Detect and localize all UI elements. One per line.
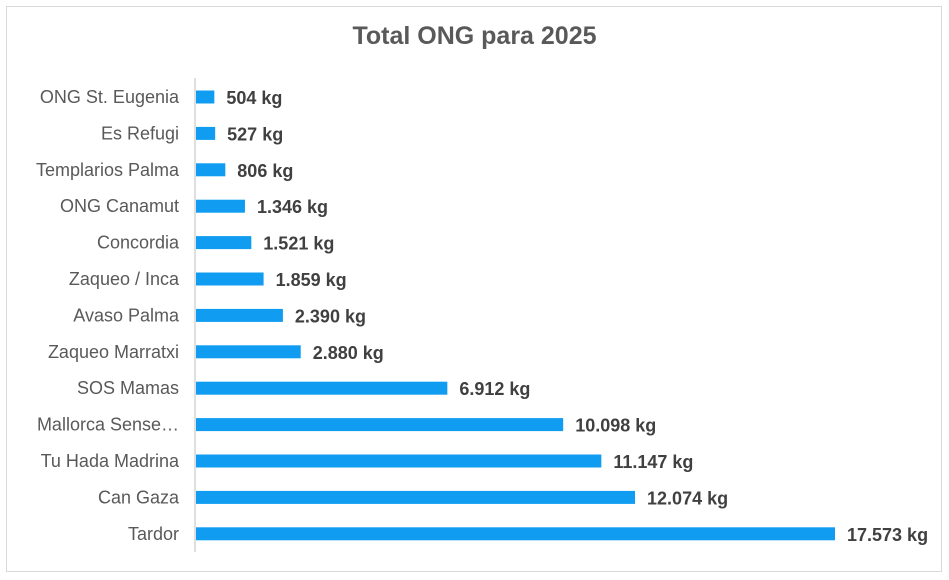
data-label: 1.521 kg	[263, 234, 334, 254]
data-label: 2.390 kg	[295, 306, 366, 326]
bar	[196, 90, 215, 104]
category-label: ONG St. Eugenia	[40, 87, 180, 107]
data-label: 10.098 kg	[575, 416, 656, 436]
bar	[196, 126, 216, 140]
category-label: Concordia	[97, 233, 180, 253]
data-label: 11.147 kg	[613, 452, 693, 472]
data-label: 12.074 kg	[647, 488, 728, 508]
category-label: Tu Hada Madrina	[41, 451, 180, 471]
category-label: Es Refugi	[101, 123, 179, 143]
bar	[196, 345, 301, 359]
data-label: 504 kg	[226, 88, 282, 108]
bar	[196, 272, 264, 286]
bar	[196, 163, 226, 177]
bar	[196, 490, 636, 504]
data-label: 806 kg	[237, 161, 293, 181]
bar	[196, 308, 283, 322]
category-label: ONG Canamut	[60, 196, 179, 216]
category-label: Mallorca Sense…	[37, 415, 179, 435]
bar	[196, 236, 252, 250]
chart-title: Total ONG para 2025	[352, 22, 597, 50]
category-label: Tardor	[128, 524, 179, 544]
bar	[196, 454, 602, 468]
bar	[196, 199, 245, 213]
bar	[196, 418, 564, 432]
data-label: 1.346 kg	[257, 197, 328, 217]
category-label: Zaqueo Marratxi	[48, 342, 179, 362]
data-label: 527 kg	[227, 124, 283, 144]
category-label: SOS Mamas	[77, 378, 179, 398]
category-label: Can Gaza	[98, 487, 180, 507]
category-label: Templarios Palma	[36, 160, 180, 180]
data-label: 1.859 kg	[276, 270, 347, 290]
chart-frame	[6, 6, 942, 572]
bar	[196, 527, 835, 541]
data-label: 2.880 kg	[313, 343, 384, 363]
category-label: Avaso Palma	[73, 305, 180, 325]
category-label: Zaqueo / Inca	[69, 269, 180, 289]
bar	[196, 381, 448, 395]
data-label: 6.912 kg	[459, 379, 530, 399]
data-label: 17.573 kg	[847, 525, 928, 545]
